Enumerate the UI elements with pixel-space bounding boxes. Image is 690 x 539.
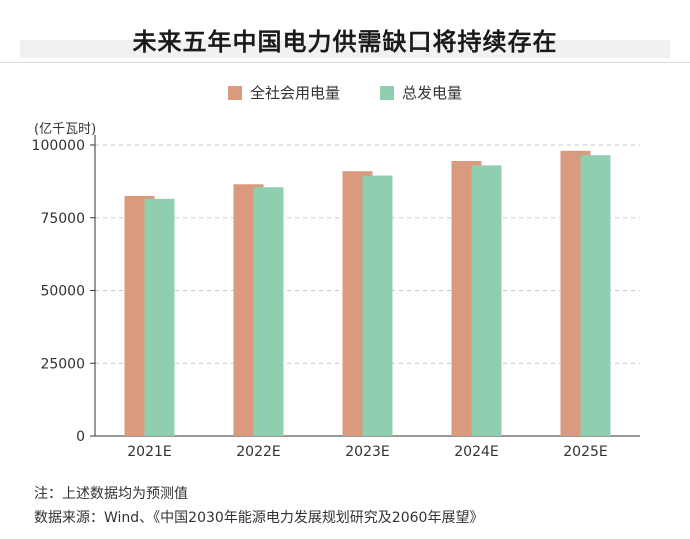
y-tick-label: 100000 bbox=[32, 138, 85, 154]
title-stripe bbox=[20, 40, 670, 58]
bar-generation bbox=[471, 165, 502, 436]
y-axis-unit-label: (亿千瓦时) bbox=[34, 122, 97, 137]
bar-generation bbox=[362, 175, 393, 436]
footer-note: 注：上述数据均为预测值 bbox=[34, 486, 188, 502]
legend: 全社会用电量 总发电量 bbox=[0, 82, 690, 103]
legend-item-generation: 总发电量 bbox=[380, 82, 462, 103]
bar-chart-plot: 100000 75000 50000 25000 0 2021E 2022E 2023E 202… bbox=[32, 135, 640, 460]
y-tick-label: 25000 bbox=[40, 356, 85, 372]
footer-source: 数据来源：Wind、《中国2030年能源电力发展规划研究及2060年展望》 bbox=[34, 510, 484, 526]
bar-generation bbox=[253, 187, 284, 436]
title-band: 未来五年中国电力供需缺口将持续存在 bbox=[0, 0, 690, 63]
x-tick-label: 2025E bbox=[563, 444, 607, 460]
legend-swatch-consumption bbox=[227, 85, 242, 100]
y-tick-label: 0 bbox=[76, 429, 85, 445]
y-tick-label: 50000 bbox=[40, 284, 85, 300]
x-tick-label: 2023E bbox=[345, 444, 389, 460]
legend-label-generation: 总发电量 bbox=[402, 84, 463, 102]
x-tick-label: 2021E bbox=[127, 444, 171, 460]
chart-title: 未来五年中国电力供需缺口将持续存在 bbox=[132, 28, 558, 56]
footer: 注：上述数据均为预测值 数据来源：Wind、《中国2030年能源电力发展规划研究… bbox=[34, 482, 483, 530]
legend-item-consumption: 全社会用电量 bbox=[227, 82, 340, 103]
bar-generation bbox=[144, 198, 175, 436]
legend-swatch-generation bbox=[380, 85, 394, 100]
bar-generation bbox=[580, 155, 611, 436]
x-tick-label: 2022E bbox=[236, 444, 280, 460]
legend-label-consumption: 全社会用电量 bbox=[249, 84, 340, 102]
x-tick-label: 2024E bbox=[454, 444, 498, 460]
y-tick-label: 75000 bbox=[40, 211, 85, 227]
